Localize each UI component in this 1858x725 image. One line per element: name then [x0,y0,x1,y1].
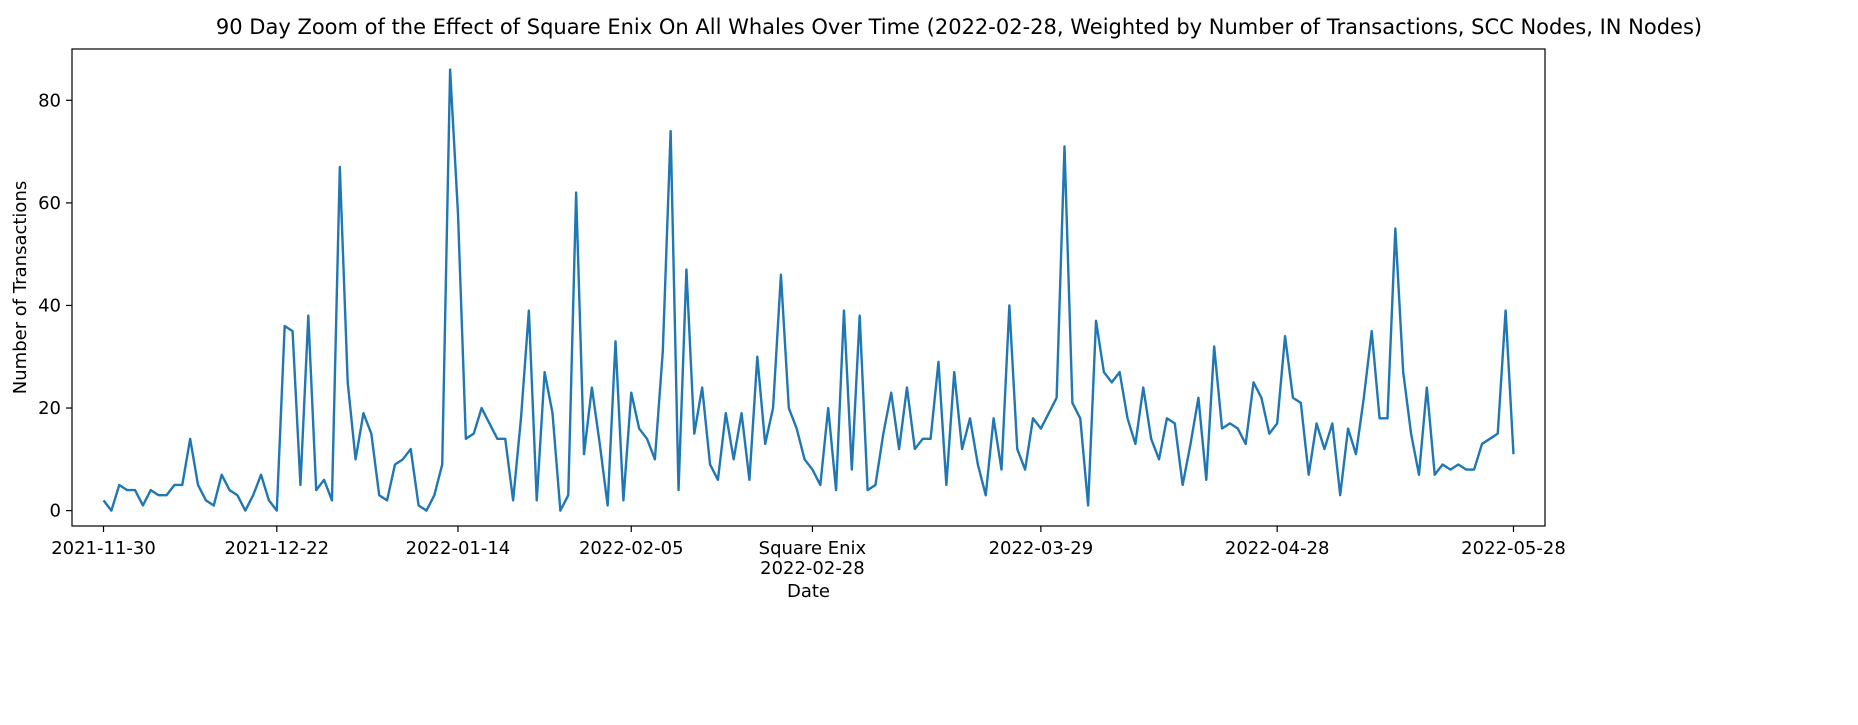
y-tick-label: 0 [50,501,61,522]
x-tick-label: 2022-03-29 [989,538,1094,559]
x-axis: 2021-11-30 2021-12-22 2022-01-14 2022-02-05… [51,526,1566,579]
y-axis: 0 20 40 60 80 [38,90,72,522]
y-axis-label: Number of Transactions [10,181,31,394]
x-tick-label: 2021-12-22 [224,538,329,559]
series-line-0 [102,68,1515,512]
y-tick-label: 40 [38,295,61,316]
y-tick-label: 20 [38,398,61,419]
x-tick-label: 2022-02-05 [579,538,684,559]
y-tick-label: 60 [38,193,61,214]
x-tick-label: 2021-11-30 [51,538,156,559]
plot-area [102,68,1515,512]
x-tick-label: 2022-05-28 [1461,538,1566,559]
x-tick-label: 2022-04-28 [1225,538,1330,559]
x-axis-label: Date [787,581,830,602]
y-tick-label: 80 [38,90,61,111]
x-tick-label: 2022-01-14 [406,538,511,559]
x-tick-label: Square Enix 2022-02-28 [759,538,867,579]
chart-title: 90 Day Zoom of the Effect of Square Enix… [216,15,1702,39]
axes-frame [71,48,1546,527]
